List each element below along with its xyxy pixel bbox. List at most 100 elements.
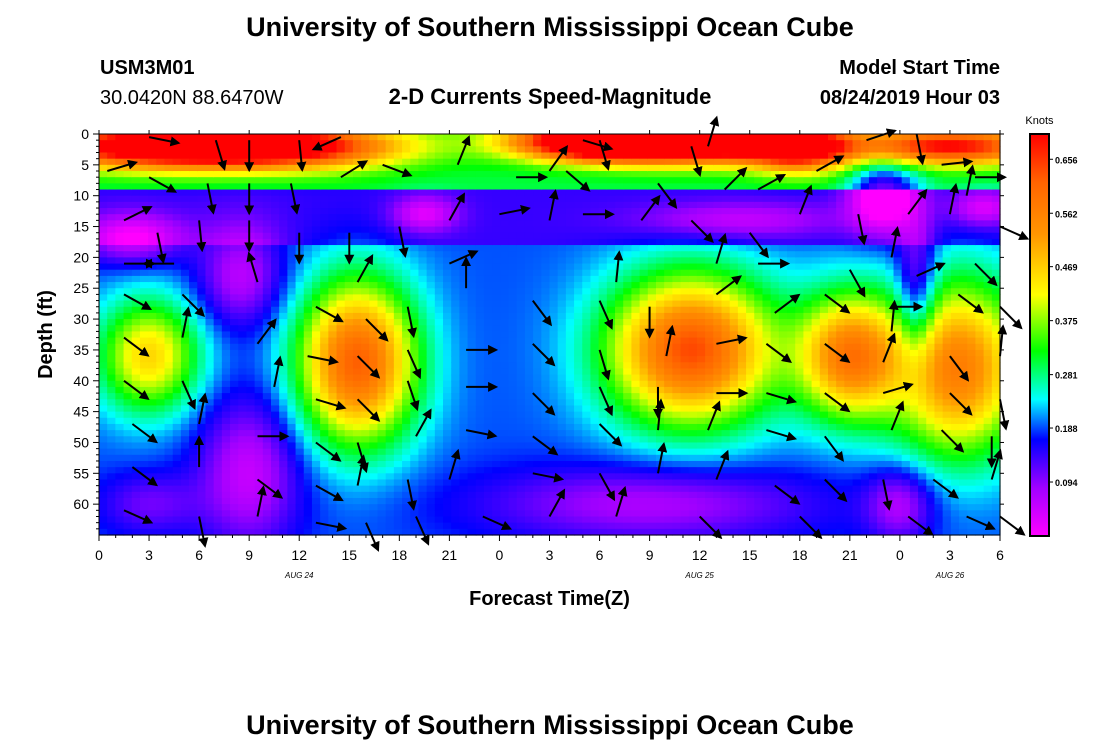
heatmap-cell: [336, 417, 346, 425]
heatmap-cell: [713, 454, 723, 462]
heatmap-cell: [262, 411, 272, 419]
heatmap-cell: [197, 288, 207, 295]
heatmap-cell: [664, 158, 673, 166]
heatmap-cell: [516, 430, 526, 437]
heatmap-cell: [516, 467, 526, 474]
heatmap-cell: [336, 306, 346, 314]
heatmap-cell: [164, 362, 174, 370]
heatmap-cell: [295, 349, 305, 357]
heatmap-cell: [549, 325, 559, 333]
heatmap-cell: [565, 164, 575, 172]
heatmap-cell: [582, 516, 592, 524]
heatmap-cell: [541, 504, 551, 511]
heatmap-cell: [115, 516, 125, 524]
heatmap-cell: [672, 356, 682, 363]
heatmap-cell: [336, 294, 346, 302]
heatmap-cell: [565, 312, 575, 320]
heatmap-cell: [631, 368, 641, 376]
heatmap-cell: [148, 306, 157, 314]
heatmap-cell: [541, 238, 551, 246]
heatmap-cell: [721, 195, 731, 203]
heatmap-cell: [598, 405, 608, 413]
heatmap-cell: [385, 294, 395, 302]
heatmap-cell: [647, 417, 657, 425]
heatmap-cell: [655, 238, 665, 246]
heatmap-cell: [156, 380, 166, 388]
heatmap-cell: [598, 195, 608, 203]
heatmap-cell: [483, 183, 493, 191]
heatmap-cell: [393, 214, 403, 221]
heatmap-cell: [410, 349, 420, 357]
heatmap-cell: [221, 374, 231, 382]
heatmap-cell: [328, 189, 338, 197]
heatmap-cell: [467, 312, 477, 320]
heatmap-cell: [672, 386, 682, 394]
heatmap-cell: [99, 473, 108, 481]
heatmap-cell: [680, 195, 690, 203]
heatmap-cell: [385, 306, 395, 314]
heatmap-cell: [311, 448, 321, 456]
heatmap-cell: [131, 214, 141, 221]
heatmap-cell: [705, 319, 714, 326]
heatmap-cell: [705, 177, 714, 184]
heatmap-cell: [377, 300, 387, 308]
heatmap-cell: [352, 442, 362, 450]
heatmap-cell: [115, 288, 125, 295]
heatmap-cell: [483, 226, 493, 234]
heatmap-cell: [320, 485, 329, 493]
heatmap-cell: [238, 251, 248, 258]
heatmap-cell: [107, 522, 116, 530]
heatmap-cell: [655, 319, 665, 326]
heatmap-cell: [99, 312, 108, 320]
heatmap-cell: [516, 380, 526, 388]
heatmap-cell: [664, 238, 673, 246]
heatmap-cell: [598, 399, 608, 407]
heatmap-cell: [680, 300, 690, 308]
heatmap-cell: [172, 177, 182, 184]
heatmap-cell: [172, 374, 182, 382]
heatmap-cell: [721, 275, 731, 283]
heatmap-cell: [197, 442, 207, 450]
heatmap-cell: [230, 312, 239, 320]
heatmap-cell: [148, 510, 157, 518]
heatmap-cell: [467, 454, 477, 462]
heatmap-cell: [713, 214, 723, 221]
heatmap-cell: [99, 510, 108, 518]
heatmap-cell: [647, 294, 657, 302]
heatmap-cell: [664, 251, 673, 258]
heatmap-cell: [320, 294, 329, 302]
heatmap-cell: [303, 423, 313, 431]
heatmap-cell: [262, 473, 272, 481]
heatmap-cell: [139, 183, 149, 191]
heatmap-cell: [459, 201, 469, 209]
heatmap-cell: [271, 516, 280, 524]
heatmap-cell: [164, 423, 174, 431]
heatmap-cell: [434, 516, 444, 524]
heatmap-cell: [516, 423, 526, 431]
heatmap-cell: [418, 195, 428, 203]
heatmap-cell: [180, 226, 190, 234]
heatmap-cell: [139, 325, 149, 333]
heatmap-cell: [639, 362, 649, 370]
heatmap-cell: [426, 208, 436, 215]
heatmap-cell: [574, 337, 583, 345]
heatmap-cell: [467, 183, 477, 191]
heatmap-cell: [443, 319, 452, 326]
heatmap-cell: [721, 349, 731, 357]
heatmap-cell: [680, 306, 690, 314]
heatmap-cell: [434, 528, 444, 536]
heatmap-cell: [197, 251, 207, 258]
heatmap-cell: [664, 497, 673, 505]
heatmap-cell: [475, 195, 485, 203]
heatmap-cell: [361, 306, 370, 314]
heatmap-cell: [238, 497, 248, 505]
heatmap-cell: [680, 220, 690, 228]
heatmap-cell: [311, 343, 321, 351]
heatmap-cell: [361, 417, 370, 425]
heatmap-cell: [115, 467, 125, 474]
heatmap-cell: [516, 245, 526, 252]
heatmap-cell: [123, 269, 133, 277]
heatmap-cell: [385, 442, 395, 450]
heatmap-cell: [492, 294, 501, 302]
heatmap-cell: [606, 362, 616, 370]
